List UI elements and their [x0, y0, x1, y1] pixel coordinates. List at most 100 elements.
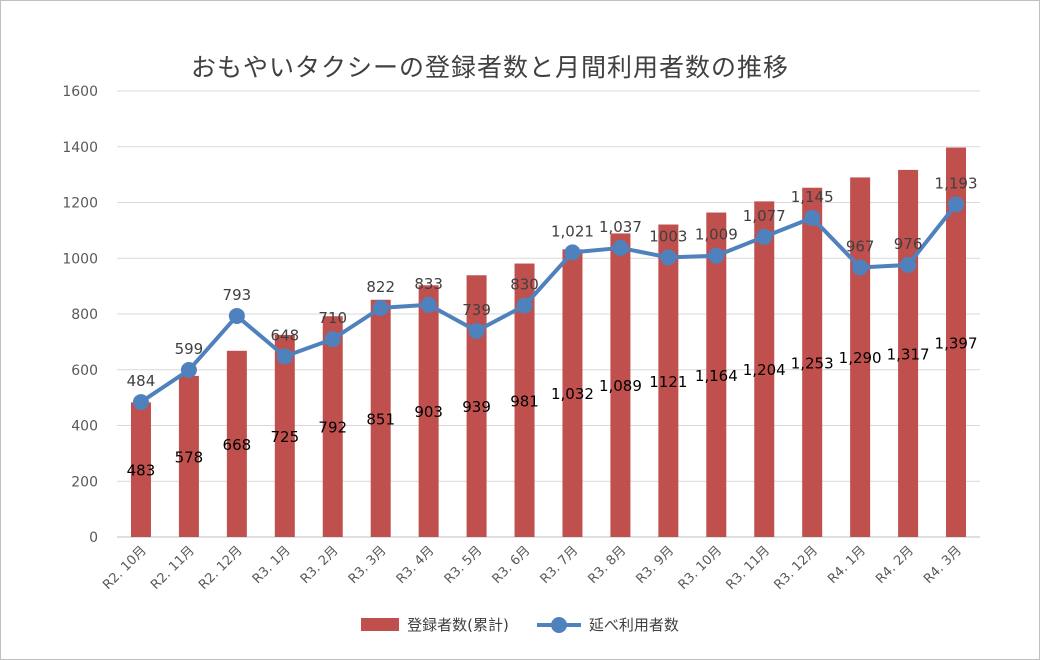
bar-data-label: 1,032: [551, 385, 594, 403]
line-data-label: 710: [318, 309, 347, 327]
bar-data-label: 668: [223, 436, 252, 454]
y-tick-label: 600: [71, 363, 98, 379]
line-point: [324, 331, 341, 348]
bar-data-label: 1121: [649, 373, 687, 391]
x-tick-label: R3. 6月: [490, 543, 534, 587]
y-tick-label: 400: [71, 419, 98, 435]
line-data-label: 967: [846, 237, 875, 255]
bar-data-label: 1,397: [935, 334, 978, 352]
x-tick-label: R3. 5月: [442, 543, 486, 587]
x-tick-label: R3. 8月: [586, 543, 630, 587]
bar: [658, 224, 679, 538]
line-point: [708, 247, 725, 264]
line-data-label: 1,037: [599, 218, 642, 236]
legend-item-line: 延べ利用者数: [536, 614, 679, 635]
bar-data-label: 939: [462, 398, 491, 416]
line-data-label: 1,021: [551, 222, 594, 240]
line-point: [948, 196, 965, 213]
x-tick-label: R4. 3月: [921, 543, 965, 587]
bar-data-label: 903: [414, 403, 443, 421]
y-tick-label: 800: [71, 307, 98, 323]
x-tick-label: R3. 12月: [771, 543, 821, 593]
legend: 登録者数(累計) 延べ利用者数: [0, 614, 1040, 635]
bar: [514, 263, 535, 537]
bar: [754, 201, 775, 537]
y-tick-label: 1200: [62, 196, 98, 212]
legend-line-swatch: [536, 616, 581, 633]
line-point: [420, 296, 437, 313]
bar: [322, 316, 343, 537]
x-tick-label: R4. 2月: [873, 543, 917, 587]
bar: [562, 249, 583, 537]
line-point: [468, 323, 485, 340]
line-point: [276, 348, 293, 365]
bar: [466, 275, 487, 537]
line-point: [180, 362, 197, 379]
x-tick-label: R2. 11月: [148, 543, 198, 593]
x-tick-label: R3. 2月: [298, 543, 342, 587]
line-data-label: 976: [894, 235, 923, 253]
line-data-label: 599: [175, 340, 204, 358]
y-tick-label: 1000: [62, 251, 98, 267]
x-tick-label: R4. 1月: [825, 543, 869, 587]
bar-data-label: 792: [318, 419, 347, 437]
chart-title: おもやいタクシーの登録者数と月間利用者数の推移: [190, 53, 789, 82]
line-point: [660, 249, 677, 266]
line-point: [132, 394, 149, 411]
x-tick-label: R3. 7月: [538, 543, 582, 587]
x-tick-label: R3. 11月: [723, 543, 773, 593]
x-tick-label: R3. 1月: [250, 543, 294, 587]
x-tick-label: R3. 9月: [633, 543, 677, 587]
bar-data-label: 1,164: [695, 367, 738, 385]
line-point: [852, 259, 869, 276]
bar: [802, 187, 823, 537]
bar-data-label: 851: [366, 410, 395, 428]
line-data-label: 1,009: [695, 226, 738, 244]
legend-bar-label: 登録者数(累計): [407, 616, 509, 634]
bar-data-label: 1,317: [887, 345, 930, 363]
line-data-label: 484: [127, 372, 156, 390]
x-tick-label: R2. 10月: [100, 543, 150, 593]
x-tick-label: R3. 10月: [676, 543, 726, 593]
bar-data-label: 1,253: [791, 354, 834, 372]
x-tick-label: R3. 4月: [394, 543, 438, 587]
line-point: [804, 209, 821, 226]
line-data-label: 739: [462, 301, 491, 319]
bar-data-label: 1,204: [743, 361, 786, 379]
line-data-label: 1,077: [743, 207, 786, 225]
legend-bar-swatch: [361, 618, 400, 631]
x-tick-label: R3. 3月: [346, 543, 390, 587]
line-series: [139, 203, 958, 404]
line-data-label: 830: [510, 276, 539, 294]
y-tick-label: 1600: [62, 84, 98, 100]
bar: [130, 402, 151, 537]
bar: [226, 350, 247, 537]
line-data-label: 1003: [649, 227, 687, 245]
line-point: [564, 244, 581, 261]
line-data-label: 793: [223, 286, 252, 304]
line-data-label: 822: [366, 278, 395, 296]
legend-item-bar: 登録者数(累計): [361, 614, 509, 635]
bar: [706, 212, 727, 537]
line-data-label: 833: [414, 275, 443, 293]
bar-data-label: 725: [270, 428, 299, 446]
line-data-label: 1,193: [935, 174, 978, 192]
bar: [418, 285, 439, 537]
line-data-label: 648: [270, 326, 299, 344]
y-tick-label: 200: [71, 474, 98, 490]
line-point: [900, 256, 917, 273]
x-tick-label: R2. 12月: [196, 543, 246, 593]
bar: [946, 147, 967, 537]
y-tick-label: 1400: [62, 140, 98, 156]
line-point: [228, 307, 245, 324]
line-point: [372, 299, 389, 316]
legend-line-label: 延べ利用者数: [588, 616, 679, 634]
y-tick-label: 0: [89, 530, 98, 546]
bar: [370, 299, 391, 537]
line-point: [756, 228, 773, 245]
bar-data-label: 578: [175, 448, 204, 466]
line-data-label: 1,145: [791, 188, 834, 206]
bar-data-label: 1,089: [599, 377, 642, 395]
bar-data-label: 981: [510, 392, 539, 410]
